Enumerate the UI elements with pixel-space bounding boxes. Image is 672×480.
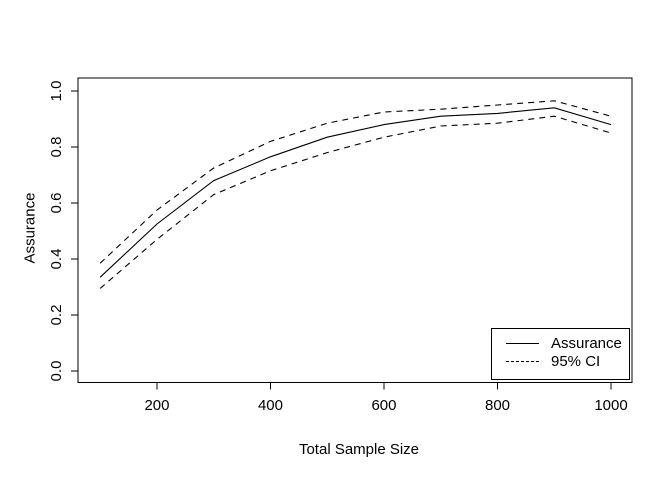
x-tick-label: 200 — [144, 397, 170, 414]
legend-label-assurance: Assurance — [551, 335, 622, 352]
legend: Assurance 95% CI — [491, 328, 630, 380]
y-tick-label: 0.8 — [48, 136, 65, 158]
y-tick-label: 0.4 — [48, 248, 65, 270]
series-line-2 — [99, 115, 612, 289]
legend-solid-line-icon — [506, 343, 539, 344]
y-tick-label: 1.0 — [48, 80, 65, 102]
y-axis-title: Assurance — [21, 192, 39, 264]
legend-entry-assurance: Assurance — [492, 335, 629, 353]
x-tick-label: 600 — [371, 397, 397, 414]
series-line-0 — [99, 107, 612, 278]
legend-entry-ci: 95% CI — [492, 353, 629, 371]
y-tick-label: 0.0 — [48, 360, 65, 382]
legend-label-ci: 95% CI — [551, 353, 601, 370]
x-tick-label: 800 — [484, 397, 511, 414]
x-tick-label: 400 — [257, 397, 283, 414]
plot-box — [77, 77, 633, 383]
legend-dashed-line-icon — [506, 361, 539, 362]
x-axis-title: Total Sample Size — [298, 441, 420, 458]
series-line-1 — [99, 100, 612, 264]
x-tick-label: 1000 — [594, 397, 628, 414]
y-tick-label: 0.2 — [48, 304, 65, 326]
y-tick-label: 0.6 — [48, 192, 65, 214]
